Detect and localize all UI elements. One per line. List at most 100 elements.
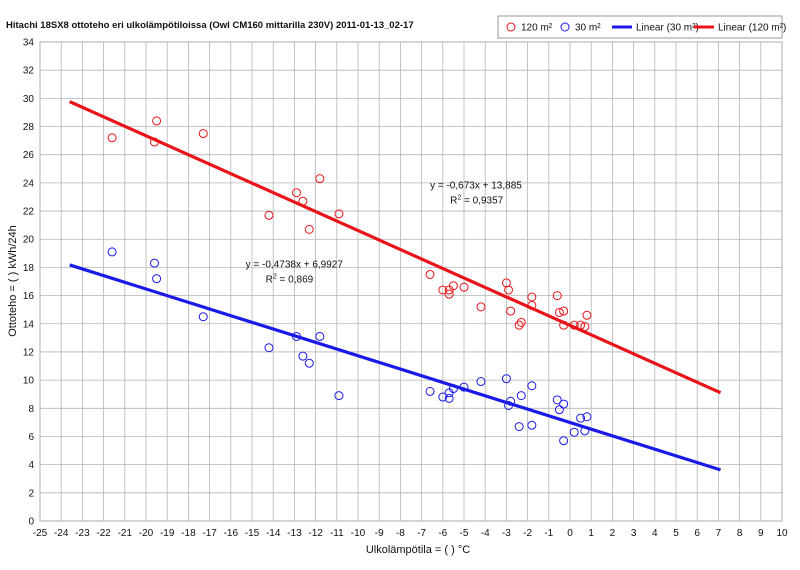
data-point	[582, 412, 592, 422]
legend: 120 m² 30 m² Linear (30 m²) Linear (120 m²)	[497, 15, 786, 39]
data-point	[527, 420, 537, 430]
x-tick-label: 10	[776, 528, 788, 539]
data-point	[298, 351, 308, 361]
data-point	[514, 320, 524, 330]
y-tick-label: 32	[23, 66, 35, 77]
data-point	[476, 377, 486, 387]
data-point	[292, 188, 302, 198]
trendline	[69, 100, 722, 395]
data-point	[504, 285, 514, 295]
x-tick-label: -23	[75, 528, 90, 539]
data-point	[438, 285, 448, 295]
data-point	[152, 116, 162, 126]
x-tick-label: -22	[96, 528, 111, 539]
x-tick-label: -17	[202, 528, 217, 539]
y-tick-label: 16	[23, 291, 35, 302]
data-point	[506, 396, 516, 406]
x-tick-label: -10	[351, 528, 366, 539]
data-point	[476, 302, 486, 312]
x-tick-label: -15	[245, 528, 260, 539]
x-tick-label: 1	[588, 528, 594, 539]
data-point	[580, 322, 590, 332]
data-point	[459, 382, 469, 392]
y-tick-label: 24	[23, 178, 35, 189]
y-axis-label: Ottoteho = ( ) kWh/24h	[7, 225, 19, 337]
x-tick-label: -11	[330, 528, 344, 539]
x-tick-label: -18	[181, 528, 196, 539]
data-point	[198, 129, 208, 139]
data-point	[459, 282, 469, 292]
y-tick-label: 6	[28, 432, 34, 443]
grid	[39, 41, 783, 522]
legend-label: 120 m²	[521, 23, 553, 34]
y-tick-label: 26	[23, 150, 35, 161]
x-tick-label: -4	[481, 528, 490, 539]
y-tick-label: 20	[23, 235, 35, 246]
y-tick-label: 28	[23, 122, 35, 133]
x-tick-label: -21	[118, 528, 133, 539]
data-point	[504, 400, 514, 410]
data-point	[559, 306, 569, 316]
x-tick-label: -12	[308, 528, 323, 539]
data-point	[292, 331, 302, 341]
x-tick-label: 2	[610, 528, 616, 539]
y-tick-label: 18	[23, 263, 35, 274]
regression-equation: y = -0,4738x + 6,9927	[246, 259, 344, 270]
data-point	[152, 274, 162, 284]
data-point	[425, 386, 435, 396]
x-tick-label: -20	[139, 528, 154, 539]
y-tick-label: 22	[23, 207, 35, 218]
data-point	[444, 393, 454, 403]
chart-title: Hitachi 18SX8 ottoteho eri ulkolämpötilo…	[6, 20, 414, 31]
data-point	[514, 422, 524, 432]
data-point	[527, 300, 537, 310]
x-tick-label: 0	[567, 528, 573, 539]
y-tick-label: 8	[28, 404, 34, 415]
x-tick-label: -14	[266, 528, 281, 539]
x-tick-label: 9	[758, 528, 764, 539]
data-point	[107, 247, 117, 257]
data-point	[569, 427, 579, 437]
y-tick-label: 4	[28, 460, 34, 471]
data-point	[448, 384, 458, 394]
data-point	[552, 395, 562, 405]
y-tick-label: 34	[23, 38, 35, 49]
data-point	[448, 281, 458, 291]
x-tick-label: -25	[33, 528, 48, 539]
legend-box	[497, 15, 783, 39]
plot-area	[39, 41, 783, 522]
data-point	[334, 391, 344, 401]
x-tick-label: -2	[523, 528, 532, 539]
equations: y = -0,673x + 13,885 R2 = 0,9357 y = -0,47…	[246, 181, 523, 286]
data-point	[554, 307, 564, 317]
x-tick-label: -7	[417, 528, 426, 539]
x-tick-label: -13	[287, 528, 302, 539]
x-tick-label: -3	[502, 528, 511, 539]
data-point	[580, 426, 590, 436]
legend-swatch-marker	[560, 22, 570, 32]
data-point	[506, 306, 516, 316]
x-tick-label: -19	[160, 528, 175, 539]
data-point	[559, 436, 569, 446]
data-point	[149, 258, 159, 268]
y-tick-label: 10	[23, 376, 35, 387]
legend-swatch-marker	[506, 22, 516, 32]
data-point	[444, 289, 454, 299]
trendlines	[69, 100, 722, 472]
data-point	[315, 331, 325, 341]
data-point	[264, 343, 274, 353]
data-point	[501, 374, 511, 384]
x-tick-label: -1	[544, 528, 553, 539]
data-point	[304, 224, 314, 234]
x-tick-label: 7	[716, 528, 722, 539]
x-axis-label: Ulkolämpötila = ( ) °C	[366, 544, 470, 556]
legend-label: 30 m²	[575, 23, 601, 34]
x-tick-label: -24	[54, 528, 69, 539]
regression-equation: y = -0,673x + 13,885	[430, 181, 522, 192]
data-point	[569, 320, 579, 330]
x-tick-label: 8	[737, 528, 743, 539]
data-point	[576, 413, 586, 423]
r-squared-label: R2 = 0,9357	[450, 195, 504, 207]
